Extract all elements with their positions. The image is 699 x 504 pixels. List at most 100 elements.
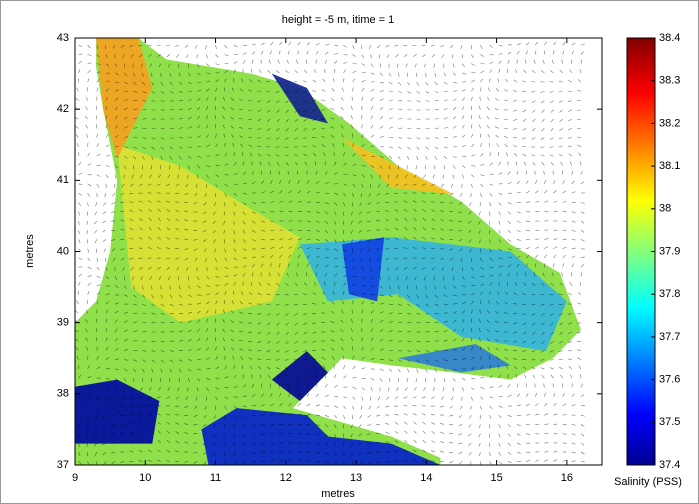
current-arrow xyxy=(507,414,512,418)
current-arrow xyxy=(396,63,399,68)
current-arrow xyxy=(379,378,383,382)
current-arrow xyxy=(535,413,540,416)
current-arrow xyxy=(360,405,362,410)
current-arrow xyxy=(133,303,138,306)
current-arrow xyxy=(202,442,207,445)
current-arrow xyxy=(412,247,417,249)
current-arrow xyxy=(251,442,256,446)
current-arrow xyxy=(296,272,299,277)
current-arrow xyxy=(147,396,152,399)
current-arrow xyxy=(324,442,329,446)
current-arrow xyxy=(157,449,161,453)
current-arrow xyxy=(250,281,253,286)
current-arrow xyxy=(461,328,465,333)
current-arrow xyxy=(452,135,457,138)
current-arrow xyxy=(233,173,238,175)
current-arrow xyxy=(405,276,408,281)
current-arrow xyxy=(278,383,280,388)
current-arrow xyxy=(94,220,98,225)
current-arrow xyxy=(142,303,147,307)
current-arrow xyxy=(120,44,125,48)
current-arrow xyxy=(430,413,435,416)
current-arrow xyxy=(330,108,335,111)
current-arrow xyxy=(340,319,344,323)
current-arrow xyxy=(169,100,174,102)
current-arrow xyxy=(480,257,483,262)
current-arrow xyxy=(175,192,180,195)
current-arrow xyxy=(334,211,337,216)
current-arrow xyxy=(421,459,426,462)
current-arrow xyxy=(350,433,353,438)
current-arrow xyxy=(215,276,220,278)
current-arrow xyxy=(470,193,472,198)
current-arrow xyxy=(535,459,539,462)
current-arrow xyxy=(111,202,116,205)
current-arrow xyxy=(498,60,502,64)
current-arrow xyxy=(288,263,290,268)
current-arrow xyxy=(323,152,326,157)
current-arrow xyxy=(297,200,302,203)
current-arrow xyxy=(242,451,246,456)
current-arrow xyxy=(133,330,138,333)
current-arrow xyxy=(178,330,183,333)
current-arrow xyxy=(576,349,581,351)
current-arrow xyxy=(233,415,237,419)
current-arrow xyxy=(386,396,390,400)
current-arrow xyxy=(178,294,183,298)
current-arrow xyxy=(550,331,554,336)
current-arrow xyxy=(96,266,100,271)
current-arrow xyxy=(512,313,518,315)
current-arrow xyxy=(215,284,220,286)
colorbar-tick-label: 37.6 xyxy=(659,374,680,386)
current-arrow xyxy=(416,294,419,299)
current-arrow xyxy=(133,146,138,149)
current-arrow xyxy=(103,461,107,465)
current-arrow xyxy=(341,133,344,138)
current-arrow xyxy=(196,387,199,392)
current-arrow xyxy=(312,340,317,343)
current-arrow xyxy=(352,300,354,305)
current-arrow xyxy=(285,313,289,316)
current-arrow xyxy=(452,294,457,297)
current-arrow xyxy=(540,359,545,361)
current-arrow xyxy=(361,54,364,58)
current-arrow xyxy=(160,368,163,373)
current-arrow xyxy=(85,319,88,323)
current-arrow xyxy=(343,386,348,388)
current-arrow xyxy=(124,320,128,323)
current-arrow xyxy=(196,276,200,281)
current-arrow xyxy=(403,44,408,46)
current-arrow xyxy=(215,143,219,148)
current-arrow xyxy=(96,284,101,286)
current-arrow xyxy=(443,359,448,362)
current-arrow xyxy=(94,211,98,216)
current-arrow xyxy=(147,200,152,203)
current-arrow xyxy=(76,87,79,92)
current-arrow xyxy=(133,91,138,93)
current-arrow xyxy=(516,239,521,241)
current-arrow xyxy=(78,183,83,185)
current-arrow xyxy=(394,200,399,203)
colorbar-tick-label: 38 xyxy=(659,203,671,215)
current-arrow xyxy=(361,267,364,271)
current-arrow xyxy=(288,392,291,397)
current-arrow xyxy=(358,442,362,446)
current-arrow xyxy=(513,365,518,370)
current-arrow xyxy=(443,320,448,323)
current-arrow xyxy=(385,44,390,48)
current-arrow xyxy=(550,313,554,316)
current-arrow xyxy=(206,124,209,129)
current-arrow xyxy=(330,347,335,351)
current-arrow xyxy=(206,357,210,360)
current-arrow xyxy=(421,257,426,259)
current-arrow xyxy=(431,237,435,240)
current-arrow xyxy=(562,413,567,416)
current-arrow xyxy=(206,115,208,120)
current-arrow xyxy=(157,439,161,444)
current-arrow xyxy=(334,239,337,243)
current-arrow xyxy=(213,424,216,428)
current-arrow xyxy=(213,202,216,207)
current-arrow xyxy=(340,106,344,111)
current-arrow xyxy=(197,348,201,351)
current-arrow xyxy=(224,282,229,286)
